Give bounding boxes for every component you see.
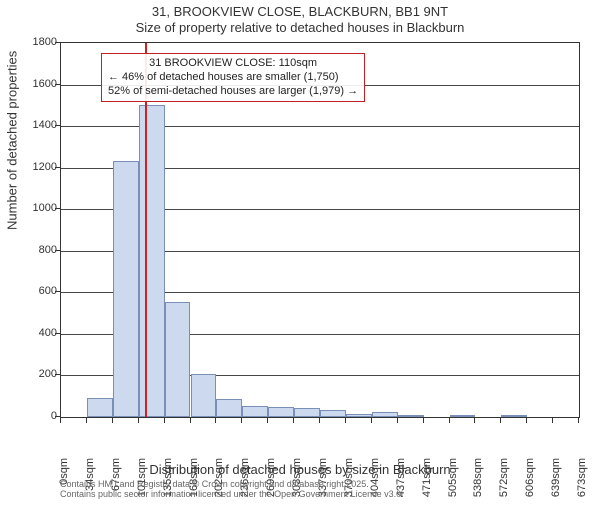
- xtick-mark: [526, 418, 527, 423]
- histogram-bar: [346, 414, 372, 417]
- xtick-mark: [267, 418, 268, 423]
- histogram-bar: [294, 408, 320, 417]
- chart-container: 31, BROOKVIEW CLOSE, BLACKBURN, BB1 9NT …: [0, 0, 600, 500]
- xtick-mark: [500, 418, 501, 423]
- ytick-label: 1600: [33, 78, 57, 90]
- xtick-mark: [86, 418, 87, 423]
- y-axis-label: Number of detached properties: [5, 51, 20, 230]
- xtick-mark: [293, 418, 294, 423]
- histogram-bar: [113, 161, 139, 417]
- xtick-mark: [319, 418, 320, 423]
- histogram-bar: [216, 399, 242, 417]
- annotation-line1: 31 BROOKVIEW CLOSE: 110sqm: [108, 57, 358, 71]
- annotation-line3: 52% of semi-detached houses are larger (…: [108, 85, 358, 99]
- xtick-mark: [552, 418, 553, 423]
- histogram-bar: [87, 398, 113, 417]
- chart-title-line1: 31, BROOKVIEW CLOSE, BLACKBURN, BB1 9NT: [0, 4, 600, 19]
- xtick-mark: [190, 418, 191, 423]
- ytick-label: 1800: [33, 36, 57, 48]
- annotation-line2: ← 46% of detached houses are smaller (1,…: [108, 71, 358, 85]
- xtick-mark: [397, 418, 398, 423]
- xtick-mark: [164, 418, 165, 423]
- footnote: Contains HM Land Registry data © Crown c…: [60, 480, 404, 500]
- histogram-bar: [501, 415, 527, 417]
- histogram-bar: [191, 374, 217, 417]
- annotation-box: 31 BROOKVIEW CLOSE: 110sqm ← 46% of deta…: [101, 53, 365, 102]
- ytick-label: 1200: [33, 161, 57, 173]
- histogram-bar: [320, 410, 346, 417]
- histogram-bar: [372, 412, 398, 417]
- xtick-mark: [449, 418, 450, 423]
- xtick-mark: [138, 418, 139, 423]
- ytick-label: 1000: [33, 202, 57, 214]
- chart-title-line2: Size of property relative to detached ho…: [0, 20, 600, 35]
- histogram-bar: [398, 415, 424, 417]
- xtick-mark: [423, 418, 424, 423]
- xtick-mark: [578, 418, 579, 423]
- histogram-bar: [268, 407, 294, 417]
- xtick-mark: [241, 418, 242, 423]
- footnote-line2: Contains public sector information licen…: [60, 490, 404, 500]
- xtick-mark: [112, 418, 113, 423]
- xtick-mark: [60, 418, 61, 423]
- xtick-mark: [345, 418, 346, 423]
- plot-area: 31 BROOKVIEW CLOSE: 110sqm ← 46% of deta…: [60, 42, 580, 418]
- histogram-bar: [139, 105, 165, 417]
- xtick-mark: [215, 418, 216, 423]
- histogram-bar: [242, 406, 268, 417]
- histogram-bar: [165, 302, 191, 417]
- histogram-bar: [450, 415, 476, 417]
- xtick-mark: [371, 418, 372, 423]
- xtick-mark: [474, 418, 475, 423]
- x-axis-label: Distribution of detached houses by size …: [0, 462, 600, 477]
- ytick-label: 1400: [33, 119, 57, 131]
